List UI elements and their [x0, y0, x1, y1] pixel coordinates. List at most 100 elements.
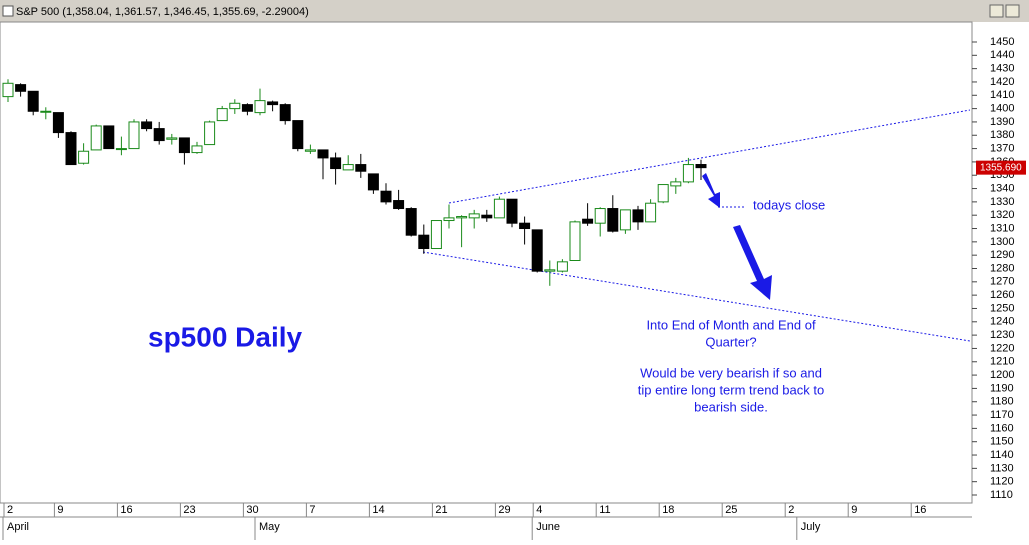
y-tick-label: 1170	[990, 409, 1014, 421]
candle-body	[695, 164, 707, 169]
candle-body	[493, 198, 505, 219]
header-icon	[2, 5, 14, 17]
candle-body	[632, 209, 644, 223]
candle-body	[279, 104, 291, 122]
candle-body	[607, 208, 619, 232]
candle-body	[544, 269, 556, 272]
y-tick-label: 1240	[990, 316, 1014, 328]
candle-body	[191, 145, 203, 154]
y-tick-label: 1410	[990, 89, 1014, 101]
candle-body	[330, 157, 342, 170]
y-tick-label: 1320	[990, 209, 1014, 221]
candle-body	[481, 214, 493, 219]
y-tick-label: 1150	[990, 436, 1014, 448]
x-tick-label: 21	[435, 504, 447, 516]
candle-body	[619, 209, 631, 231]
candle-body	[405, 208, 417, 236]
x-tick-label: 18	[662, 504, 674, 516]
candle-body	[128, 121, 140, 150]
candle-body	[682, 164, 694, 183]
close-button[interactable]	[1005, 4, 1020, 18]
candle-body	[78, 150, 90, 164]
y-tick-label: 1420	[990, 76, 1014, 88]
candle-body	[367, 173, 379, 191]
x-tick-label: 30	[246, 504, 258, 516]
y-tick-label: 1440	[990, 49, 1014, 61]
y-tick-label: 1230	[990, 329, 1014, 341]
y-tick-label: 1120	[990, 476, 1014, 488]
candle-body	[241, 104, 253, 112]
candle-body	[456, 216, 468, 219]
candle-body	[355, 164, 367, 172]
y-tick-label: 1390	[990, 116, 1014, 128]
y-tick-label: 1210	[990, 356, 1014, 368]
candle-body	[468, 213, 480, 219]
candle-body	[556, 261, 568, 272]
x-tick-label: 2	[7, 504, 13, 516]
annotation: bearish side.	[694, 399, 768, 414]
y-tick-label: 1330	[990, 196, 1014, 208]
y-tick-label: 1290	[990, 249, 1014, 261]
x-tick-label: 23	[183, 504, 195, 516]
candle-body	[569, 221, 581, 262]
y-tick-label: 1200	[990, 369, 1014, 381]
month-label: June	[536, 521, 560, 533]
x-tick-label: 16	[914, 504, 926, 516]
y-tick-label: 1340	[990, 182, 1014, 194]
plot-border	[0, 21, 973, 504]
arrow	[702, 173, 720, 208]
annotation: sp500 Daily	[148, 321, 303, 352]
candle-body	[103, 125, 115, 150]
x-tick-label: 9	[57, 504, 63, 516]
trend-line-upper	[448, 109, 971, 204]
candle-body	[418, 234, 430, 250]
candle-body	[304, 149, 316, 152]
candle-body	[166, 137, 178, 140]
candle-body	[531, 229, 543, 272]
candle-body	[153, 128, 165, 142]
candle-body	[40, 110, 52, 113]
y-tick-label: 1160	[990, 422, 1014, 434]
candle-body	[582, 218, 594, 224]
restore-button[interactable]	[989, 4, 1004, 18]
y-tick-label: 1270	[990, 276, 1014, 288]
last-price-label: 1355.690	[980, 162, 1022, 173]
y-tick-label: 1280	[990, 262, 1014, 274]
candle-body	[141, 121, 153, 130]
x-tick-label: 7	[309, 504, 315, 516]
last-price-box	[976, 160, 1026, 175]
x-tick-label: 25	[725, 504, 737, 516]
annotation: Would be very bearish if so and	[640, 365, 822, 380]
y-tick-label: 1310	[990, 222, 1014, 234]
y-tick-label: 1140	[990, 449, 1014, 461]
candle-body	[292, 120, 304, 150]
arrow	[733, 225, 772, 300]
candle-body	[645, 202, 657, 223]
candle-body	[115, 148, 127, 151]
y-tick-label: 1400	[990, 103, 1014, 115]
candle-body	[393, 200, 405, 210]
header-bar	[0, 0, 1029, 22]
y-tick-label: 1260	[990, 289, 1014, 301]
y-tick-label: 1300	[990, 236, 1014, 248]
y-tick-label: 1180	[990, 396, 1014, 408]
candle-body	[178, 137, 190, 154]
month-label: July	[801, 521, 821, 533]
candle-body	[657, 184, 669, 203]
x-tick-label: 2	[788, 504, 794, 516]
x-tick-label: 9	[851, 504, 857, 516]
candle-body	[254, 100, 266, 114]
x-tick-label: 16	[120, 504, 132, 516]
candle-body	[443, 217, 455, 222]
candle-body	[670, 181, 682, 187]
candle-body	[2, 82, 14, 98]
candle-body	[216, 108, 228, 122]
y-tick-label: 1430	[990, 63, 1014, 75]
y-tick-label: 1220	[990, 342, 1014, 354]
y-tick-label: 1450	[990, 36, 1014, 48]
y-tick-label: 1110	[990, 489, 1013, 501]
y-tick-label: 1370	[990, 142, 1014, 154]
month-label: April	[7, 521, 29, 533]
